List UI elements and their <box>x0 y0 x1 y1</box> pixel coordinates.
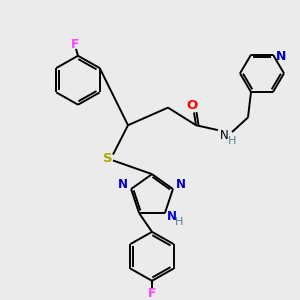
Text: S: S <box>103 152 113 165</box>
Text: N: N <box>176 178 186 190</box>
Text: N: N <box>118 178 128 190</box>
Text: H: H <box>228 136 236 146</box>
Text: N: N <box>167 209 177 223</box>
Text: F: F <box>148 287 156 300</box>
Text: O: O <box>186 99 198 112</box>
Text: F: F <box>71 38 79 50</box>
Text: N: N <box>276 50 286 63</box>
Text: H: H <box>175 217 183 227</box>
Text: N: N <box>220 128 228 142</box>
